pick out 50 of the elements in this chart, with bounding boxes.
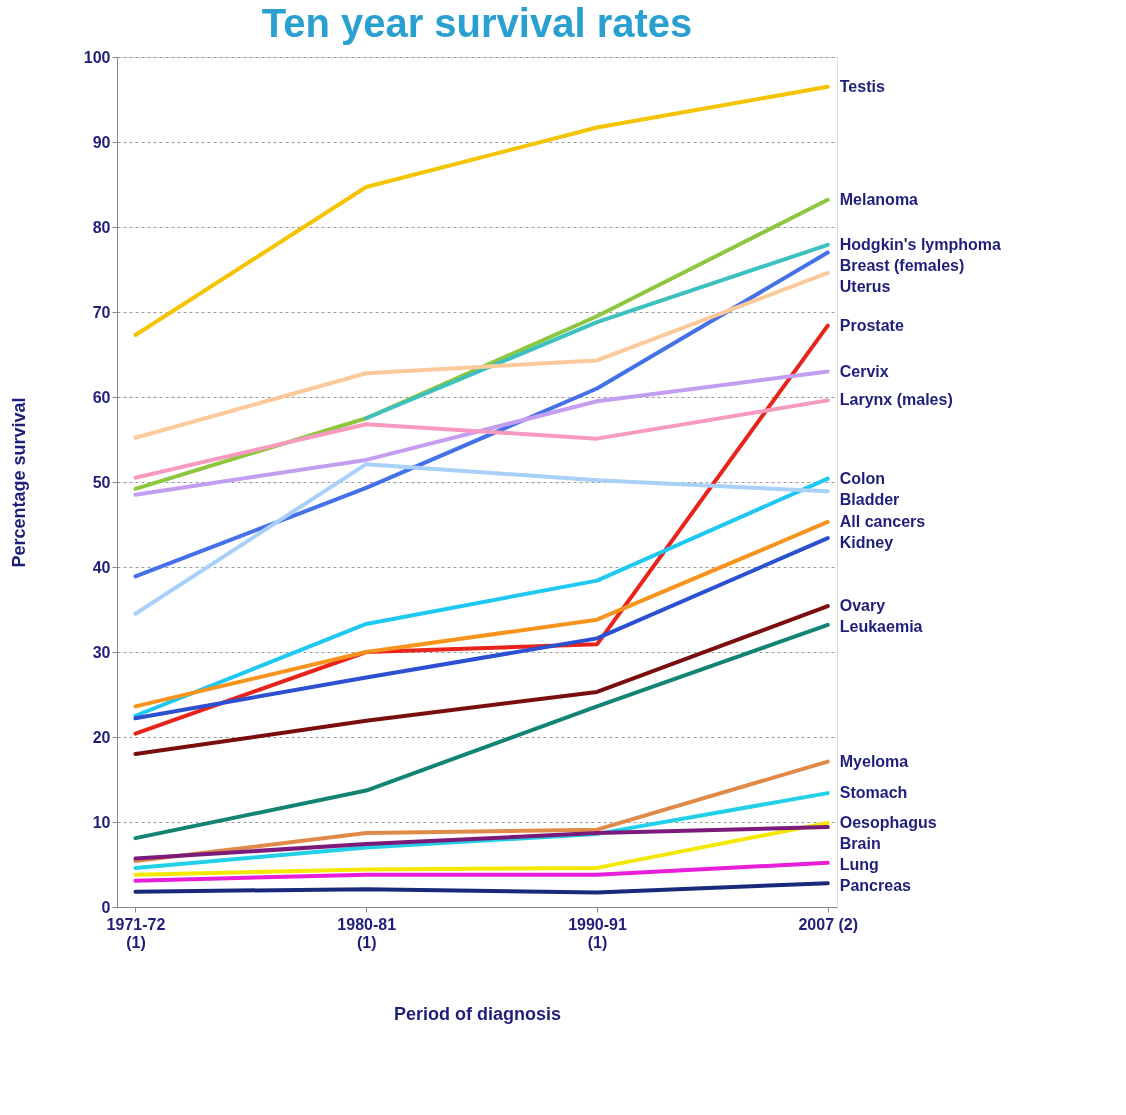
line-series [133, 604, 830, 756]
y-tick-label: 80 [92, 218, 111, 236]
y-tick-label: 20 [92, 728, 111, 746]
series-label: Myeloma [839, 752, 909, 770]
series-label: Bladder [839, 490, 900, 508]
chart-title: Ten year survival rates [261, 1, 693, 45]
line-series [133, 759, 830, 864]
series-label: Uterus [839, 277, 891, 295]
series-label: Lung [839, 855, 879, 873]
y-axis-title: Percentage survival [8, 397, 29, 568]
y-tick-label: 0 [101, 898, 111, 916]
line-series [133, 398, 830, 480]
series-label: Pancreas [839, 876, 912, 894]
x-tick-label: 1980-81 (1) [337, 915, 397, 951]
series-label: Oesophagus [839, 813, 937, 831]
series-label: Stomach [839, 784, 908, 802]
series-label: Cervix [839, 362, 889, 380]
x-tick-label: 1971-72 (1) [106, 915, 166, 951]
line-series [133, 820, 830, 877]
series-label: Brain [839, 834, 881, 852]
series-label: Prostate [839, 316, 904, 334]
line-series [133, 270, 830, 440]
line-series [133, 462, 830, 616]
y-tick-label: 90 [92, 133, 111, 151]
series-label: Hodgkin's lymphoma [839, 235, 1002, 253]
series-label: All cancers [839, 512, 926, 530]
x-tick-label: 2007 (2) [798, 915, 859, 933]
line-series [133, 881, 830, 895]
y-tick-label: 60 [92, 388, 111, 406]
series-label: Breast (females) [839, 256, 965, 274]
y-tick-label: 50 [92, 473, 111, 491]
x-tick-label: 1990-91 (1) [568, 915, 627, 951]
series-label: Larynx (males) [839, 391, 953, 409]
y-tick-label: 40 [92, 558, 111, 576]
series-label: Melanoma [839, 190, 919, 208]
series-label: Ovary [839, 597, 886, 615]
x-axis-title: Period of diagnosis [393, 1003, 562, 1024]
y-tick-label: 30 [92, 643, 111, 661]
line-series [133, 369, 830, 497]
series-label: Testis [839, 77, 885, 95]
line-series [133, 622, 830, 841]
line-series [133, 476, 830, 718]
series-label: Colon [839, 469, 886, 487]
y-tick-label: 10 [92, 813, 111, 831]
line-series [133, 84, 830, 337]
y-tick-label: 100 [83, 48, 111, 66]
line-series [133, 825, 830, 861]
series-label: Leukaemia [839, 618, 923, 636]
series-label: Kidney [839, 533, 894, 551]
y-tick-label: 70 [92, 303, 111, 321]
